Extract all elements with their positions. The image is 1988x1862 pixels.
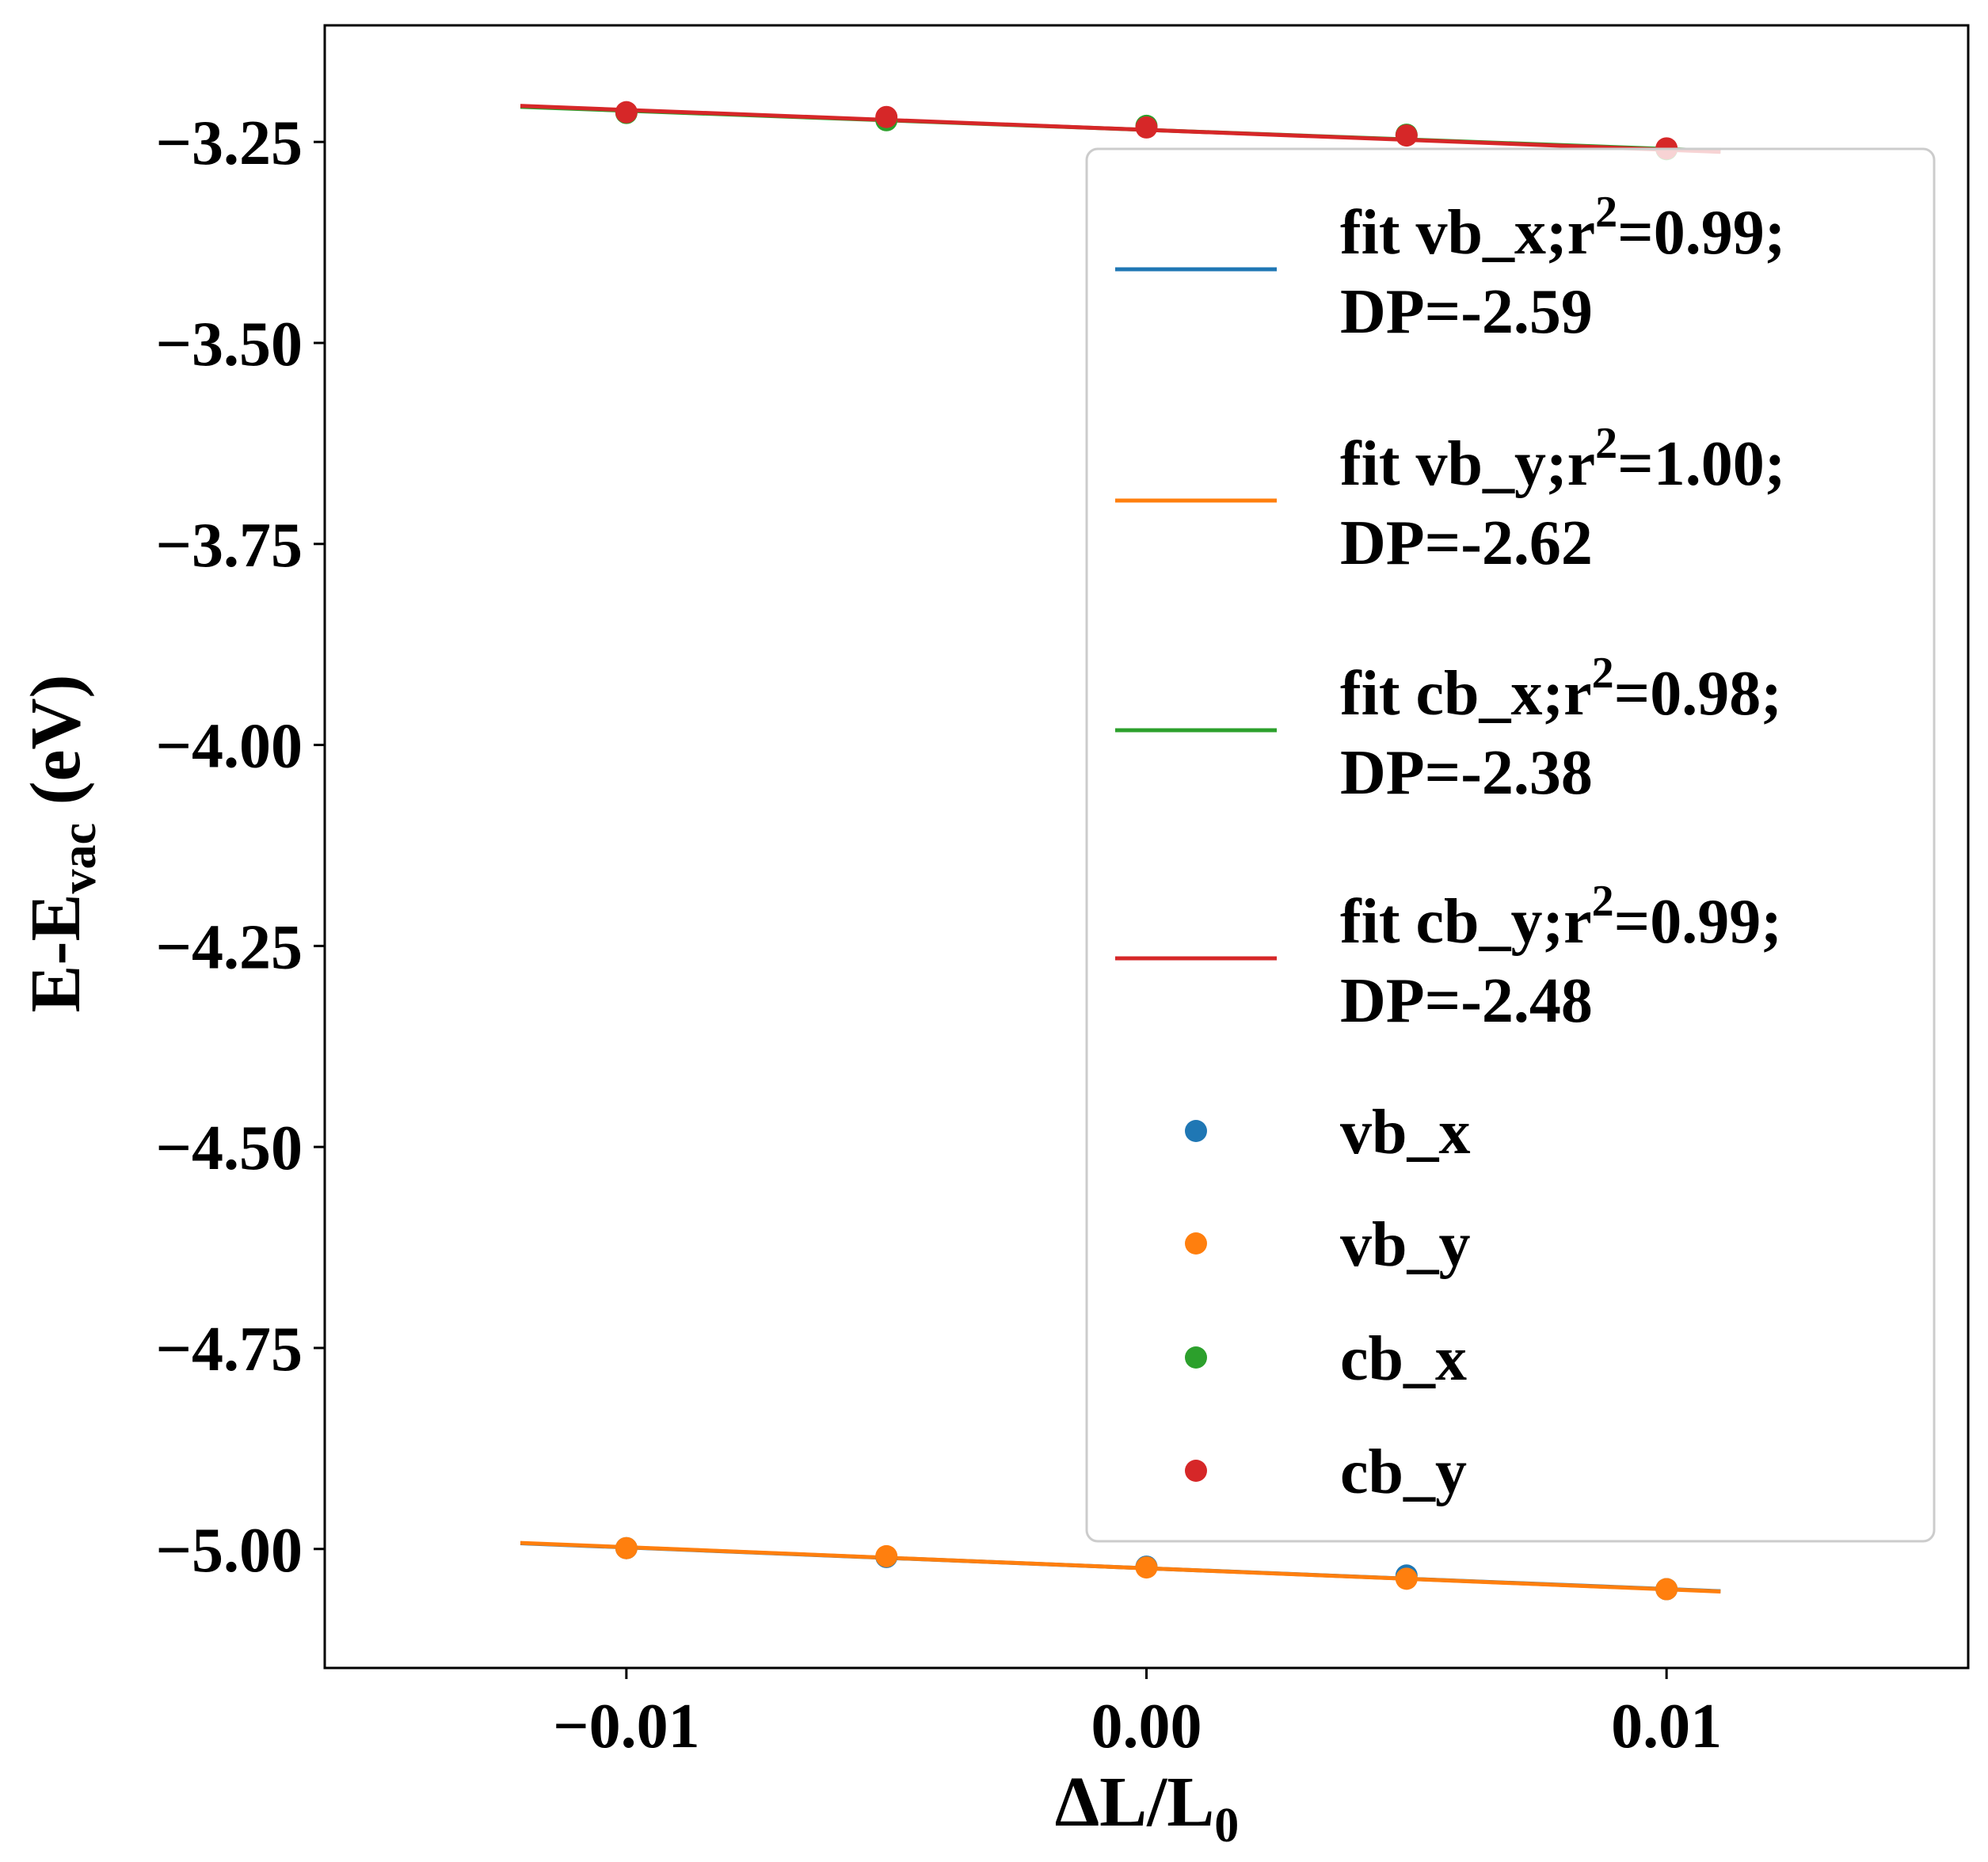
x-tick-label: −0.01 [553, 1692, 700, 1761]
legend-marker-cb-y [1185, 1460, 1207, 1482]
y-tick-label: −3.75 [155, 511, 303, 581]
legend-fit-label-main: fit vb_y;r [1340, 429, 1595, 499]
legend-fit-label-r2: =0.99; [1614, 887, 1782, 957]
data-point-vb-y [1395, 1567, 1418, 1590]
legend-fit-label: fit vb_y;r2=1.00; [1340, 419, 1785, 499]
legend-marker-cb-x [1185, 1346, 1207, 1369]
y-axis-label: E-Evac (eV) [17, 675, 106, 1013]
legend-fit-label-main: fit cb_x;r [1340, 659, 1592, 729]
y-tick-label: −4.25 [155, 912, 303, 982]
data-point-cb-y [615, 101, 638, 124]
legend-fit-label-r2: =0.99; [1617, 198, 1785, 268]
legend-fit-label-superscript: 2 [1592, 649, 1614, 698]
legend-fit-label-main: fit cb_y;r [1340, 887, 1592, 957]
legend-fit-label: fit vb_x;r2=0.99; [1340, 188, 1785, 268]
legend-fit-label-main: fit vb_x;r [1340, 198, 1595, 268]
data-point-cb-y [1135, 116, 1158, 139]
y-tick-label: −3.25 [155, 109, 303, 178]
y-axis-label-subscript: vac [52, 823, 106, 894]
y-axis-label-unit: (eV) [17, 675, 95, 823]
data-point-vb-y [1135, 1556, 1158, 1579]
y-axis: −3.25 −3.50 −3.75 −4.00 −4.25 −4.50 −4.75 −5.00 [155, 109, 325, 1586]
legend-marker-vb-x [1185, 1120, 1207, 1142]
data-point-vb-y [875, 1544, 898, 1567]
legend-frame [1085, 147, 1936, 1543]
fit-line-vb-y [520, 1540, 1721, 1594]
y-tick-label: −3.50 [155, 310, 303, 379]
legend-marker-vb-y [1185, 1232, 1207, 1255]
legend-series-label: vb_x [1340, 1098, 1471, 1167]
legend-fit-label-superscript: 2 [1592, 877, 1614, 926]
data-point-vb-y [615, 1536, 638, 1559]
y-axis-label-main: E-E [17, 893, 95, 1012]
x-tick-label: 0.01 [1611, 1692, 1722, 1761]
legend-series-label: cb_x [1340, 1324, 1467, 1394]
legend-fit-label: fit cb_y;r2=0.99; [1340, 877, 1782, 957]
y-tick-label: −4.75 [155, 1315, 303, 1384]
legend-series-label: cb_y [1340, 1437, 1467, 1507]
legend-fit-label-r2: =0.98; [1614, 659, 1782, 729]
legend-fit-label-r2: =1.00; [1617, 429, 1785, 499]
data-point-vb-y [1655, 1578, 1678, 1601]
legend-fit-dp: DP=-2.38 [1340, 738, 1593, 808]
legend-fit-label: fit cb_x;r2=0.98; [1340, 649, 1782, 729]
y-tick-label: −4.50 [155, 1114, 303, 1183]
x-axis-label-subscript: 0 [1214, 1799, 1239, 1852]
fit-line-cb-y [520, 104, 1721, 154]
x-axis-label: ΔL/L0 [1055, 1763, 1240, 1852]
fit-lines [520, 104, 1721, 1594]
legend-fit-dp: DP=-2.62 [1340, 508, 1593, 578]
legend-fit-dp: DP=-2.48 [1340, 966, 1593, 1036]
data-point-cb-y [875, 105, 898, 128]
legend-fit-label-superscript: 2 [1595, 419, 1617, 468]
x-axis-label-main: ΔL/L [1055, 1763, 1215, 1841]
data-point-cb-y [1395, 124, 1418, 147]
y-tick-label: −4.00 [155, 712, 303, 782]
legend-fit-label-superscript: 2 [1595, 188, 1617, 237]
x-axis: −0.01 0.00 0.01 [553, 1668, 1722, 1761]
legend-fit-dp: DP=-2.59 [1340, 277, 1593, 347]
legend-series-label: vb_y [1340, 1210, 1471, 1280]
y-tick-label: −5.00 [155, 1516, 303, 1586]
x-tick-label: 0.00 [1091, 1692, 1202, 1761]
